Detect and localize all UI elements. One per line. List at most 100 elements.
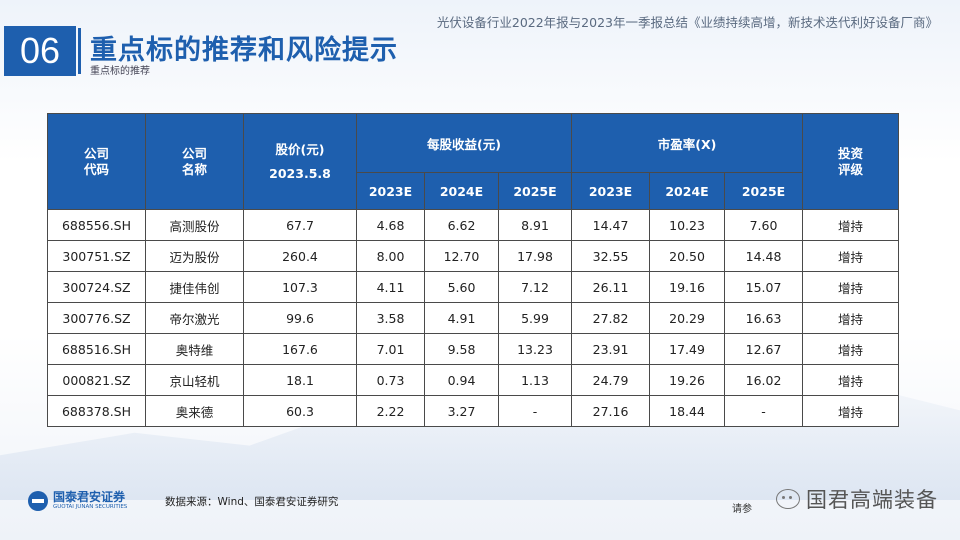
report-title: 光伏设备行业2022年报与2023年一季报总结《业绩持续高增，新技术迭代利好设备… xyxy=(436,15,938,30)
cell-eps-2023e: 4.11 xyxy=(356,271,425,303)
cell-eps-2025e: 8.91 xyxy=(497,209,573,241)
cell-rating: 增持 xyxy=(802,333,900,365)
cell-eps-2023e: 2.22 xyxy=(356,395,425,427)
cell-pe-2023e: 27.16 xyxy=(571,395,651,427)
cell-price: 60.3 xyxy=(243,395,357,427)
header-eps: 每股收益(元) xyxy=(355,113,573,173)
cell-eps-2025e: 7.12 xyxy=(497,271,573,303)
header-eps-2025e: 2025E xyxy=(497,172,573,210)
wechat-watermark: 国君高端装备 xyxy=(776,484,938,514)
header-company-name: 公司 名称 xyxy=(145,113,244,210)
cell-pe-2024e: 20.29 xyxy=(649,302,726,334)
cell-eps-2024e: 0.94 xyxy=(424,364,499,396)
header-pe-2025e: 2025E xyxy=(724,172,804,210)
cell-eps-2024e: 5.60 xyxy=(424,271,499,303)
cell-eps-2024e: 12.70 xyxy=(424,240,499,272)
table-body: 688556.SH 高测股份 67.7 4.68 6.62 8.91 14.47 10.23 7… xyxy=(47,209,900,427)
cell-code: 000821.SZ xyxy=(47,364,146,396)
cell-name: 高测股份 xyxy=(145,209,244,241)
cell-rating: 增持 xyxy=(802,209,900,241)
cell-code: 300776.SZ xyxy=(47,302,146,334)
cell-pe-2023e: 26.11 xyxy=(571,271,651,303)
company-logo: 国泰君安证券 GUOTAI JUNAN SECURITIES xyxy=(28,490,127,511)
logo-icon xyxy=(28,490,48,511)
cell-rating: 增持 xyxy=(802,302,900,334)
header-rating: 投资 评级 xyxy=(802,113,900,210)
cell-pe-2024e: 17.49 xyxy=(649,333,726,365)
header-price: 股价(元) 2023.5.8 xyxy=(243,113,357,210)
cell-rating: 增持 xyxy=(802,395,900,427)
table-row: 300724.SZ 捷佳伟创 107.3 4.11 5.60 7.12 26.11 19.16… xyxy=(47,271,900,303)
cell-name: 帝尔激光 xyxy=(145,302,244,334)
header-pe-2024e: 2024E xyxy=(649,172,726,210)
cell-code: 688556.SH xyxy=(47,209,146,241)
cell-eps-2024e: 9.58 xyxy=(424,333,499,365)
cell-eps-2025e: 17.98 xyxy=(497,240,573,272)
header-eps-2023e: 2023E xyxy=(356,172,425,210)
cell-pe-2025e: 16.63 xyxy=(724,302,804,334)
page-title: 重点标的推荐和风险提示 xyxy=(90,35,398,66)
cell-eps-2024e: 6.62 xyxy=(424,209,499,241)
cell-pe-2024e: 18.44 xyxy=(649,395,726,427)
header-pe: 市盈率(X) xyxy=(571,113,804,173)
table-row: 300751.SZ 迈为股份 260.4 8.00 12.70 17.98 32.55 20.… xyxy=(47,240,900,272)
cell-eps-2024e: 3.27 xyxy=(424,395,499,427)
cell-pe-2025e: 12.67 xyxy=(724,333,804,365)
cell-code: 688378.SH xyxy=(47,395,146,427)
cell-pe-2025e: 15.07 xyxy=(724,271,804,303)
cell-rating: 增持 xyxy=(802,271,900,303)
cell-pe-2023e: 24.79 xyxy=(571,364,651,396)
table-row: 000821.SZ 京山轻机 18.1 0.73 0.94 1.13 24.79 19.26 1… xyxy=(47,364,900,396)
header-company-code: 公司 代码 xyxy=(47,113,146,210)
cell-eps-2025e: 5.99 xyxy=(497,302,573,334)
cell-eps-2025e: - xyxy=(497,395,573,427)
section-number: 06 xyxy=(4,26,76,76)
cell-price: 99.6 xyxy=(243,302,357,334)
logo-name-en: GUOTAI JUNAN SECURITIES xyxy=(53,504,128,510)
data-source: 数据来源：Wind、国泰君安证券研究 xyxy=(165,496,339,508)
cell-pe-2025e: 7.60 xyxy=(724,209,804,241)
cell-price: 18.1 xyxy=(243,364,357,396)
table-row: 300776.SZ 帝尔激光 99.6 3.58 4.91 5.99 27.82 20.29 1… xyxy=(47,302,900,334)
cell-price: 260.4 xyxy=(243,240,357,272)
wechat-account-name: 国君高端装备 xyxy=(806,488,938,512)
section-divider xyxy=(78,28,81,74)
recommendation-table: 公司 代码 公司 名称 股价(元) 2023.5.8 每股收益(元) 市盈率(X… xyxy=(47,113,900,427)
cell-code: 300724.SZ xyxy=(47,271,146,303)
cell-eps-2023e: 4.68 xyxy=(356,209,425,241)
table-row: 688516.SH 奥特维 167.6 7.01 9.58 13.23 23.91 17.49… xyxy=(47,333,900,365)
cell-eps-2023e: 3.58 xyxy=(356,302,425,334)
cell-name: 奥来德 xyxy=(145,395,244,427)
logo-name: 国泰君安证券 xyxy=(53,490,126,504)
cell-name: 京山轻机 xyxy=(145,364,244,396)
cell-pe-2025e: 16.02 xyxy=(724,364,804,396)
cell-code: 688516.SH xyxy=(47,333,146,365)
cell-rating: 增持 xyxy=(802,240,900,272)
cell-pe-2024e: 19.16 xyxy=(649,271,726,303)
cell-pe-2025e: 14.48 xyxy=(724,240,804,272)
page-subtitle: 重点标的推荐 xyxy=(90,66,150,77)
cell-pe-2025e: - xyxy=(724,395,804,427)
cell-pe-2023e: 23.91 xyxy=(571,333,651,365)
table-row: 688556.SH 高测股份 67.7 4.68 6.62 8.91 14.47 10.23 7… xyxy=(47,209,900,241)
cell-price: 107.3 xyxy=(243,271,357,303)
cell-price: 167.6 xyxy=(243,333,357,365)
cell-pe-2023e: 27.82 xyxy=(571,302,651,334)
cell-eps-2023e: 0.73 xyxy=(356,364,425,396)
cell-pe-2023e: 14.47 xyxy=(571,209,651,241)
header-pe-2023e: 2023E xyxy=(571,172,651,210)
cell-eps-2024e: 4.91 xyxy=(424,302,499,334)
header-eps-2024e: 2024E xyxy=(424,172,499,210)
cell-pe-2024e: 20.50 xyxy=(649,240,726,272)
wechat-icon xyxy=(776,489,800,509)
cell-pe-2023e: 32.55 xyxy=(571,240,651,272)
table-row: 688378.SH 奥来德 60.3 2.22 3.27-27.16 18.44- 增持 xyxy=(47,395,900,427)
cell-name: 奥特维 xyxy=(145,333,244,365)
cell-code: 300751.SZ xyxy=(47,240,146,272)
cell-eps-2023e: 7.01 xyxy=(356,333,425,365)
cell-name: 迈为股份 xyxy=(145,240,244,272)
cell-eps-2025e: 13.23 xyxy=(497,333,573,365)
cell-pe-2024e: 10.23 xyxy=(649,209,726,241)
cell-name: 捷佳伟创 xyxy=(145,271,244,303)
cell-pe-2024e: 19.26 xyxy=(649,364,726,396)
